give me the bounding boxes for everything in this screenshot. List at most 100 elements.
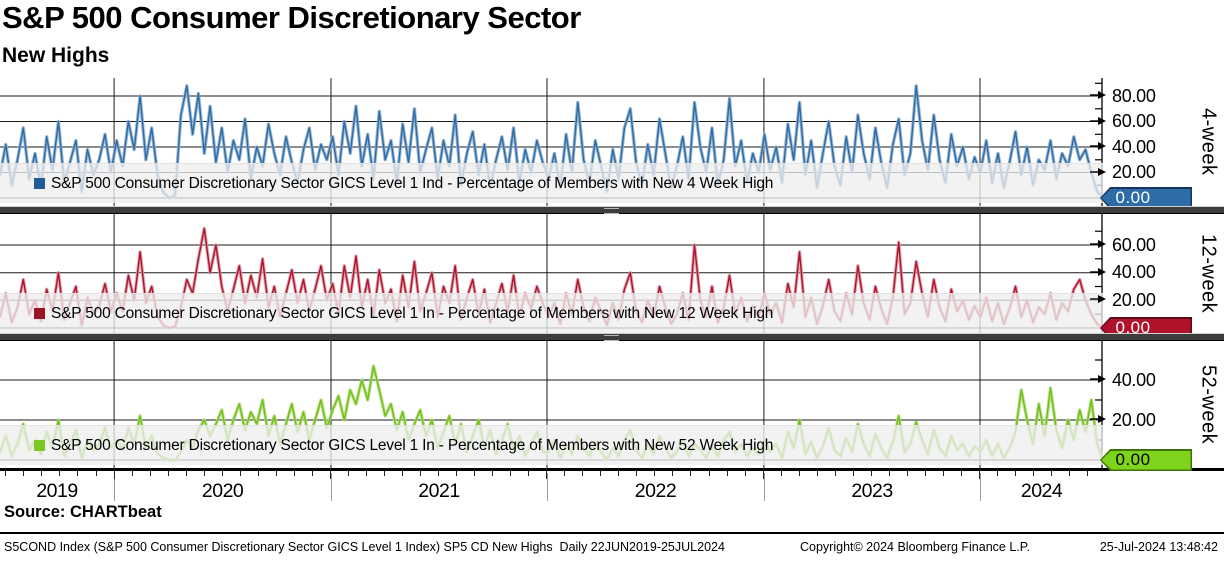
x-minor-tick bbox=[293, 471, 295, 476]
last-value-4week: 0.00 bbox=[1101, 188, 1191, 208]
x-minor-tick bbox=[978, 471, 980, 479]
x-minor-tick bbox=[744, 471, 746, 476]
panel-52week: S&P 500 Consumer Discretionary Sector GI… bbox=[0, 341, 1224, 471]
x-minor-tick bbox=[383, 471, 385, 476]
y-tick-label: 60.00 bbox=[1112, 111, 1156, 131]
footer-divider bbox=[0, 532, 1224, 534]
x-minor-tick bbox=[888, 471, 890, 476]
x-minor-tick bbox=[185, 471, 187, 476]
x-minor-tick bbox=[636, 471, 638, 476]
x-minor-tick bbox=[906, 471, 908, 476]
panel-12week: S&P 500 Consumer Discretionary Sector GI… bbox=[0, 213, 1224, 339]
x-tick-label-2024: 2024 bbox=[1020, 480, 1063, 502]
panel-divider-2[interactable] bbox=[0, 333, 1224, 341]
x-minor-tick bbox=[221, 471, 223, 476]
x-minor-tick bbox=[672, 471, 674, 476]
x-minor-tick bbox=[131, 471, 133, 476]
x-minor-tick bbox=[726, 471, 728, 476]
y-tick-label: 60.00 bbox=[1112, 234, 1156, 255]
footer: S5COND Index (S&P 500 Consumer Discretio… bbox=[0, 537, 1224, 561]
legend-12week: S&P 500 Consumer Discretionary Sector GI… bbox=[0, 293, 1103, 333]
y-tick-label: 40.00 bbox=[1112, 262, 1156, 283]
x-minor-tick bbox=[708, 471, 710, 476]
x-minor-tick bbox=[167, 471, 169, 476]
panel-divider-1[interactable] bbox=[0, 206, 1224, 214]
page-title: S&P 500 Consumer Discretionary Sector bbox=[2, 0, 581, 35]
x-minor-tick bbox=[474, 471, 476, 476]
x-minor-tick bbox=[510, 471, 512, 476]
x-minor-tick bbox=[347, 471, 349, 476]
y-axis-4week: 20.00 40.00 60.00 80.00 bbox=[1090, 78, 1220, 206]
y-axis-12week: 20.00 40.00 60.00 bbox=[1090, 213, 1220, 334]
footer-security-description: S5COND Index (S&P 500 Consumer Discretio… bbox=[4, 540, 725, 554]
x-minor-tick bbox=[564, 471, 566, 476]
x-minor-tick bbox=[438, 471, 439, 476]
x-minor-tick bbox=[311, 471, 313, 476]
x-minor-tick bbox=[942, 471, 944, 476]
panel-label-4week: 4-week bbox=[1197, 108, 1220, 176]
tick-arrow-icon bbox=[1090, 138, 1108, 156]
x-minor-tick bbox=[618, 471, 620, 476]
x-minor-tick bbox=[329, 471, 331, 479]
x-minor-tick bbox=[690, 471, 692, 476]
x-minor-tick bbox=[816, 471, 818, 476]
legend-4week: S&P 500 Consumer Discretionary Sector GI… bbox=[0, 163, 1103, 203]
x-minor-tick bbox=[1069, 471, 1071, 476]
x-minor-tick bbox=[203, 471, 205, 476]
y-tick: 40.00 bbox=[1090, 370, 1156, 390]
y-tick-label: 20.00 bbox=[1112, 409, 1156, 430]
x-minor-tick bbox=[5, 471, 7, 476]
y-tick: 60.00 bbox=[1090, 235, 1156, 255]
x-minor-tick bbox=[1033, 471, 1034, 476]
tick-arrow-icon bbox=[1090, 113, 1108, 131]
divider-grip-icon[interactable] bbox=[604, 208, 619, 214]
x-minor-tick bbox=[149, 471, 151, 476]
tick-arrow-icon bbox=[1090, 264, 1108, 282]
legend-label-12week: S&P 500 Consumer Discretionary Sector GI… bbox=[51, 304, 774, 322]
x-minor-tick bbox=[402, 471, 403, 476]
y-tick: 20.00 bbox=[1090, 162, 1156, 183]
x-tick-label-2019: 2019 bbox=[36, 480, 78, 502]
footer-copyright: Copyright© 2024 Bloomberg Finance L.P. bbox=[800, 540, 1030, 554]
tick-arrow-icon bbox=[1090, 411, 1108, 429]
x-minor-tick bbox=[834, 471, 836, 476]
x-minor-tick bbox=[1015, 471, 1016, 476]
tick-arrow-icon bbox=[1090, 371, 1108, 389]
legend-52week: S&P 500 Consumer Discretionary Sector GI… bbox=[0, 425, 1103, 465]
x-minor-tick bbox=[23, 471, 25, 476]
tick-arrow-icon bbox=[1090, 291, 1108, 309]
x-tick-label-2021: 2021 bbox=[418, 480, 460, 502]
tick-arrow-icon bbox=[1090, 87, 1108, 105]
legend-swatch-4week bbox=[34, 178, 45, 189]
y-tick-label: 80.00 bbox=[1112, 85, 1156, 106]
legend-label-4week: S&P 500 Consumer Discretionary Sector GI… bbox=[51, 174, 774, 192]
y-tick-label: 20.00 bbox=[1112, 289, 1156, 310]
y-tick-label: 40.00 bbox=[1112, 369, 1156, 390]
x-minor-tick bbox=[1051, 471, 1052, 476]
panel-label-52week: 52-week bbox=[1197, 364, 1220, 445]
last-value-tag-52week: 0.00 bbox=[1100, 449, 1192, 471]
year-boundary-line bbox=[980, 473, 981, 501]
footer-datetime: 25-Jul-2024 13:48:42 bbox=[1099, 540, 1218, 554]
last-value-52week: 0.00 bbox=[1101, 450, 1191, 470]
y-axis-52week: 20.00 40.00 bbox=[1090, 341, 1220, 468]
legend-swatch-52week bbox=[34, 440, 45, 451]
x-tick-label-2022: 2022 bbox=[634, 480, 677, 502]
divider-grip-icon[interactable] bbox=[604, 335, 619, 341]
tick-arrow-icon bbox=[1090, 164, 1108, 182]
x-tick-label-2020: 2020 bbox=[201, 480, 244, 502]
x-minor-tick bbox=[852, 471, 854, 476]
year-boundary-line bbox=[546, 473, 548, 501]
y-tick: 60.00 bbox=[1090, 111, 1156, 132]
year-boundary-line bbox=[331, 473, 332, 501]
y-tick-label: 20.00 bbox=[1112, 162, 1156, 182]
page-subtitle: New Highs bbox=[2, 44, 110, 67]
x-tick-label-2023: 2023 bbox=[851, 480, 893, 502]
x-minor-tick bbox=[997, 471, 998, 476]
x-minor-tick bbox=[420, 471, 421, 476]
last-value-12week: 0.00 bbox=[1101, 318, 1191, 338]
x-minor-tick bbox=[1087, 471, 1089, 476]
x-minor-tick bbox=[456, 471, 458, 476]
y-tick: 40.00 bbox=[1090, 137, 1156, 157]
